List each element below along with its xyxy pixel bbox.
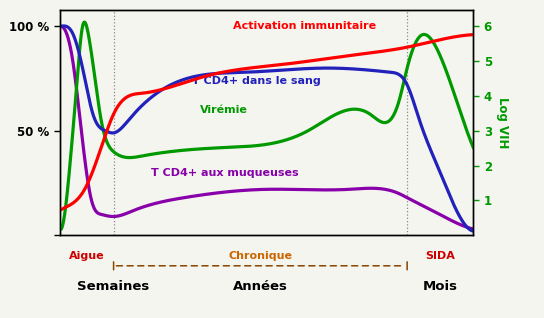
Text: Semaines: Semaines <box>77 280 150 294</box>
Text: T CD4+ dans le sang: T CD4+ dans le sang <box>192 76 321 86</box>
Text: Activation immunitaire: Activation immunitaire <box>233 21 376 31</box>
Text: Virémie: Virémie <box>200 105 248 115</box>
Text: Chronique: Chronique <box>228 251 292 261</box>
Text: SIDA: SIDA <box>425 251 455 261</box>
Text: Aigue: Aigue <box>69 251 104 261</box>
Text: Années: Années <box>233 280 288 294</box>
Text: T CD4+ aux muqueuses: T CD4+ aux muqueuses <box>151 168 299 178</box>
Y-axis label: Log VIH: Log VIH <box>496 97 509 148</box>
Text: Mois: Mois <box>423 280 458 294</box>
